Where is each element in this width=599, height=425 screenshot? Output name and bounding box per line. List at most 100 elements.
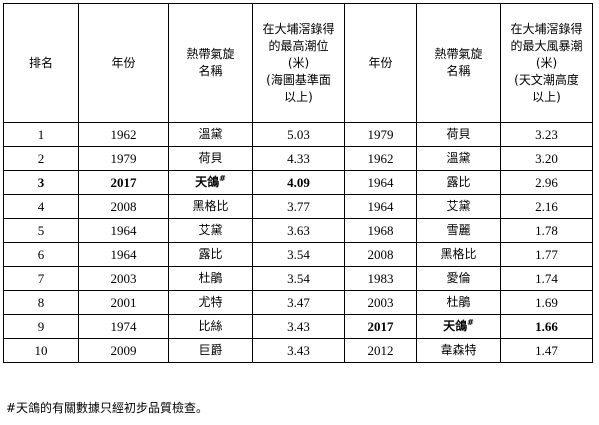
rank-cell: 2 (3, 146, 79, 171)
year-left-cell-text: 1962 (110, 126, 137, 142)
max-sea-level-cell-text: 4.33 (287, 150, 310, 166)
header-cyclone-name-right: 熱帶氣旋 名稱 (416, 3, 501, 123)
cyclone-name-left-cell-text: 杜鵑 (198, 271, 223, 285)
table-row: 7 2003 杜鵑 3.54 1983 愛倫 1.74 (3, 266, 593, 291)
max-storm-surge-cell-text: 1.47 (535, 342, 558, 358)
max-sea-level-cell-text: 5.03 (287, 126, 310, 142)
year-left-cell: 1964 (78, 218, 169, 243)
max-storm-surge-cell: 3.20 (500, 146, 593, 171)
rank-cell-text: 2 (37, 150, 45, 166)
max-storm-surge-cell-text: 3.23 (535, 126, 558, 142)
header-year-left: 年份 (78, 3, 169, 123)
max-sea-level-cell: 3.77 (252, 194, 345, 219)
cyclone-name-left-cell: 艾黛 (168, 218, 253, 243)
header-cyclone-name-right-line: 熱帶氣旋 (434, 47, 483, 61)
max-storm-surge-cell-text: 1.78 (535, 222, 558, 238)
cyclone-name-left-cell-text: 巨爵 (198, 343, 223, 357)
max-storm-surge-cell-text: 2.96 (535, 174, 558, 190)
rank-cell-text: 9 (37, 318, 45, 334)
cyclone-name-left-cell-text: 比絲 (198, 319, 223, 333)
year-right-cell: 1979 (344, 122, 417, 147)
max-storm-surge-cell: 1.74 (500, 266, 593, 291)
rank-cell: 6 (3, 242, 79, 267)
year-right-cell-text: 1962 (367, 150, 394, 166)
table-row: 4 2008 黑格比 3.77 1964 艾黛 2.16 (3, 194, 593, 219)
table-row: 10 2009 巨爵 3.43 2012 韋森特 1.47 (3, 338, 593, 363)
rank-cell: 8 (3, 290, 79, 315)
cyclone-name-right-cell: 杜鵑 (416, 290, 501, 315)
cyclone-name-right-cell: 韋森特 (416, 338, 501, 363)
year-left-cell-text: 1964 (110, 222, 137, 238)
max-sea-level-cell-text: 3.54 (287, 270, 310, 286)
header-max-sea-level-line: 以上) (284, 89, 313, 104)
year-right-cell: 2008 (344, 242, 417, 267)
rank-cell-text: 8 (37, 294, 45, 310)
max-storm-surge-cell-text: 1.69 (535, 294, 558, 310)
rank-cell-text: 1 (37, 126, 45, 142)
header-max-storm-surge-line: (米) (535, 55, 558, 70)
max-sea-level-cell: 3.43 (252, 314, 345, 339)
cyclone-name-right-cell-text: 愛倫 (446, 271, 471, 285)
header-max-storm-surge: 在大埔滘錄得 的最大風暴潮 (米) (天文潮高度 以上) (500, 3, 593, 123)
header-cyclone-name-left-line: 名稱 (198, 64, 223, 78)
cyclone-name-left-cell-text: 天鴿 (195, 175, 220, 189)
max-storm-surge-cell-text: 1.66 (535, 318, 558, 334)
year-right-cell: 1964 (344, 194, 417, 219)
footnote-marker: # (467, 318, 474, 327)
year-right-cell: 1968 (344, 218, 417, 243)
max-sea-level-cell-text: 4.09 (287, 174, 310, 190)
max-sea-level-cell-text: 3.54 (287, 246, 310, 262)
table-row: 5 1964 艾黛 3.63 1968 雪麗 1.78 (3, 218, 593, 243)
max-sea-level-cell: 3.54 (252, 242, 345, 267)
cyclone-name-left-cell: 天鴿# (168, 170, 253, 195)
year-right-cell: 2017 (344, 314, 417, 339)
year-left-cell-text: 2008 (110, 198, 137, 214)
cyclone-name-right-cell: 荷貝 (416, 122, 501, 147)
cyclone-name-right-cell: 露比 (416, 170, 501, 195)
table-row: 9 1974 比絲 3.43 2017 天鴿# 1.66 (3, 314, 593, 339)
cyclone-name-left-cell: 杜鵑 (168, 266, 253, 291)
table-row: 6 1964 露比 3.54 2008 黑格比 1.77 (3, 242, 593, 267)
header-rank: 排名 (3, 3, 79, 123)
max-storm-surge-cell-text: 1.74 (535, 270, 558, 286)
header-cyclone-name-right-line: 名稱 (446, 64, 471, 78)
max-sea-level-cell: 3.54 (252, 266, 345, 291)
cyclone-name-left-cell: 尤特 (168, 290, 253, 315)
cyclone-name-right-cell: 艾黛 (416, 194, 501, 219)
cyclone-name-right-cell-text: 天鴿 (443, 319, 468, 333)
cyclone-name-left-cell-text: 黑格比 (192, 199, 229, 213)
year-left-cell: 2003 (78, 266, 169, 291)
header-row: 排名 年份 熱帶氣旋 名稱 在大埔滘錄得 的最高潮位 (米) (海圖基準面 以上… (3, 3, 593, 123)
cyclone-name-left-cell-text: 艾黛 (198, 223, 223, 237)
max-storm-surge-cell-text: 2.16 (535, 198, 558, 214)
cyclone-name-left-cell-text: 溫黛 (198, 127, 223, 141)
rank-cell: 1 (3, 122, 79, 147)
max-storm-surge-cell: 1.66 (500, 314, 593, 339)
header-cyclone-name-left-line: 熱帶氣旋 (186, 47, 235, 61)
cyclone-name-left-cell: 荷貝 (168, 146, 253, 171)
max-storm-surge-cell: 1.77 (500, 242, 593, 267)
year-left-cell: 1974 (78, 314, 169, 339)
table-row: 3 2017 天鴿# 4.09 1964 露比 2.96 (3, 170, 593, 195)
cyclone-name-right-cell-text: 露比 (446, 175, 471, 189)
rank-cell-text: 4 (37, 198, 45, 214)
year-left-cell-text: 2001 (110, 294, 137, 310)
year-right-cell-text: 1964 (367, 174, 394, 190)
cyclone-name-right-cell-text: 黑格比 (440, 247, 477, 261)
header-max-sea-level-line: 的最高潮位 (268, 38, 329, 53)
year-left-cell: 2008 (78, 194, 169, 219)
max-sea-level-cell-text: 3.43 (287, 342, 310, 358)
rank-cell-text: 5 (37, 222, 45, 238)
rank-cell-text: 7 (37, 270, 45, 286)
cyclone-name-left-cell: 溫黛 (168, 122, 253, 147)
rank-cell: 7 (3, 266, 79, 291)
year-left-cell-text: 2017 (110, 174, 137, 190)
max-storm-surge-cell: 1.78 (500, 218, 593, 243)
year-right-cell: 1962 (344, 146, 417, 171)
year-right-cell-text: 2017 (367, 318, 394, 334)
max-sea-level-cell: 4.09 (252, 170, 345, 195)
cyclone-name-left-cell: 比絲 (168, 314, 253, 339)
max-sea-level-cell-text: 3.63 (287, 222, 310, 238)
max-storm-surge-cell-text: 1.77 (535, 246, 558, 262)
cyclone-name-right-cell-text: 雪麗 (446, 223, 471, 237)
